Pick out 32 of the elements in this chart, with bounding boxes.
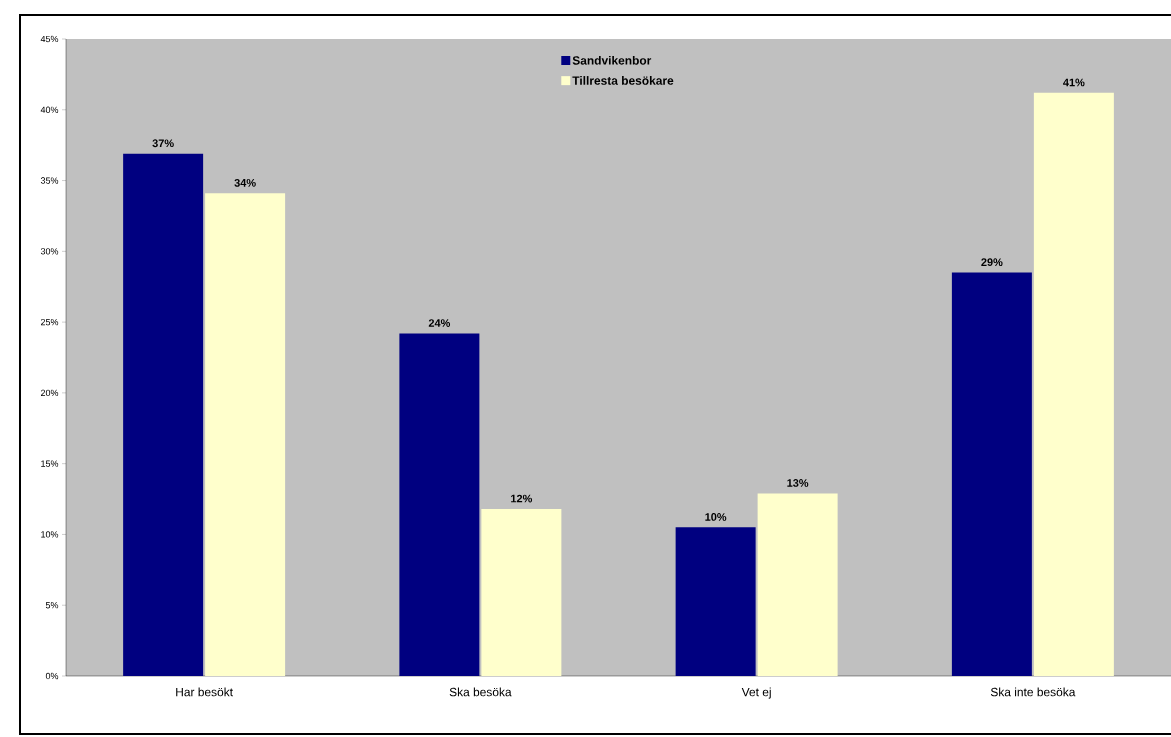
x-tick-label: Ska inte besöka (990, 687, 1076, 697)
bar (205, 193, 286, 676)
y-tick-label: 15% (41, 460, 59, 467)
bar (399, 333, 480, 676)
x-tick-label: Vet ej (741, 687, 771, 699)
bar (951, 272, 1032, 676)
data-label: 12% (511, 494, 533, 503)
data-label: 13% (787, 479, 809, 487)
y-tick-label: 45% (40, 35, 59, 43)
y-tick-label: 20% (40, 389, 59, 397)
data-label: 37% (152, 139, 174, 148)
bar (757, 493, 838, 676)
y-tick-label: 10% (41, 531, 59, 538)
y-tick-label: 30% (40, 248, 59, 255)
legend-label: Tillresta besökare (572, 76, 674, 85)
y-tick-label: 35% (40, 177, 59, 184)
data-label: 10% (705, 513, 727, 521)
data-label: 34% (234, 179, 256, 187)
x-tick-label: Ska besöka (449, 687, 512, 697)
legend-label: Sandvikenbor (572, 55, 652, 65)
data-label: 24% (428, 319, 451, 327)
y-tick-label: 0% (45, 672, 59, 680)
x-tick-label: Har besökt (176, 687, 233, 697)
data-label: 29% (981, 258, 1003, 267)
bar (123, 153, 204, 676)
y-tick-label: 5% (45, 602, 59, 609)
y-tick-label: 25% (40, 318, 59, 326)
bar (481, 508, 562, 676)
bar (1033, 92, 1114, 676)
bar (675, 527, 756, 676)
data-label: 41% (1063, 78, 1085, 87)
y-tick-label: 40% (40, 106, 59, 113)
